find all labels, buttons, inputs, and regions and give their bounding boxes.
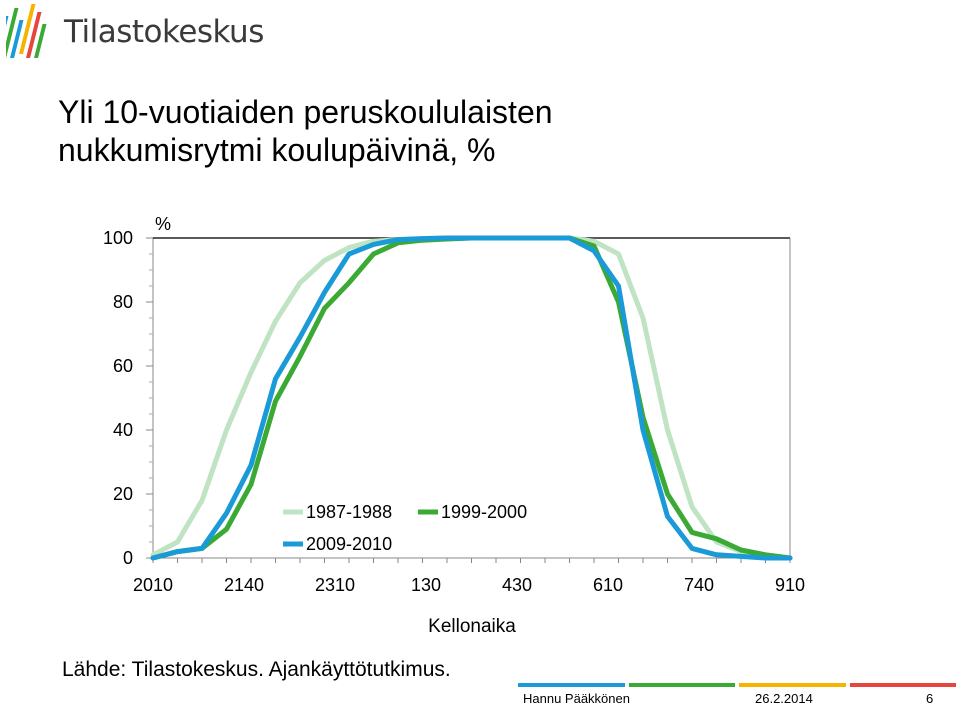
x-tick-label: 610 (593, 575, 623, 595)
chart-legend: 1987-1988 1999-2000 2009-2010 (283, 502, 527, 554)
y-tick-label: 80 (113, 292, 133, 312)
chart-series (150, 235, 793, 561)
logo-text: Tilastokeskus (64, 14, 264, 50)
x-tick-label: 430 (502, 575, 532, 595)
footer-page-number: 6 (926, 691, 934, 706)
tilastokeskus-logo: Tilastokeskus (0, 2, 266, 64)
legend-label-2009-2010: 2009-2010 (306, 534, 392, 554)
title-line-1: Yli 10-vuotiaiden peruskoululaisten (58, 94, 553, 130)
source-note: Lähde: Tilastokeskus. Ajankäyttötutkimus… (62, 658, 451, 681)
title-line-2: nukkumisrytmi koulupäivinä, % (58, 132, 496, 168)
x-tick-label: 2010 (133, 575, 173, 595)
footer-bar-segment (518, 683, 625, 687)
y-tick-label: 60 (113, 356, 133, 376)
legend-label-1987-1988: 1987-1988 (306, 502, 392, 522)
logo-mark-icon (0, 4, 47, 58)
chart-axes: 0 20 40 60 80 100% 2010 2140 2310 130 430 610 740 910… (103, 214, 805, 637)
series-line-2009-2010 (150, 235, 793, 561)
y-tick-label: 0 (123, 548, 133, 568)
y-tick-label: 100 (103, 228, 133, 248)
footer-bar-segment (849, 683, 956, 687)
footer-date: 26.2.2014 (755, 691, 813, 706)
x-axis-label: Kellonaika (428, 616, 516, 637)
footer-author: Hannu Pääkkönen (523, 691, 630, 706)
legend-label-1999-2000: 1999-2000 (441, 502, 527, 522)
y-axis-label: % (155, 214, 171, 234)
footer-bar-segment (628, 683, 735, 687)
x-tick-label: 2140 (224, 575, 264, 595)
x-tick-label: 910 (775, 575, 805, 595)
y-tick-label: 40 (113, 420, 133, 440)
x-tick-label: 740 (684, 575, 714, 595)
footer-bar-segment (739, 683, 846, 687)
page-title: Yli 10-vuotiaiden peruskoululaisten nukk… (58, 93, 898, 169)
x-tick-label: 2310 (315, 575, 355, 595)
x-tick-label: 130 (411, 575, 441, 595)
y-tick-label: 20 (113, 484, 133, 504)
